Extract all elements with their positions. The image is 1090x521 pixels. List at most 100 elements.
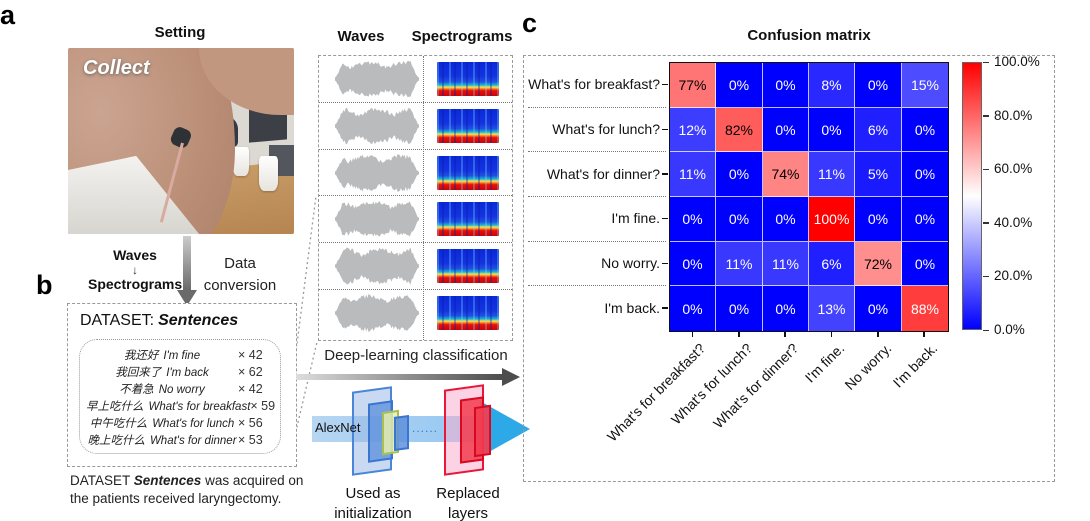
matrix-cell: 0% [670,197,716,242]
matrix-cell: 5% [855,152,902,197]
deep-learning-label: Deep-learning classification [324,347,508,364]
sentence-text: 不着急 No worry [86,380,238,398]
media-row [319,290,512,337]
matrix-cell: 0% [716,63,763,108]
caption-emphasis: Sentences [133,473,202,488]
data-conversion-arrow-icon [177,236,197,306]
matrix-cell: 0% [902,242,948,286]
panel-b-label: b [36,270,53,300]
flow-spectrograms-text: Spectrograms [88,276,183,293]
matrix-cell: 0% [855,197,902,242]
media-row [319,150,512,197]
sentence-count: × 53 [238,433,263,447]
matrix-cell: 13% [809,286,855,331]
matrix-cell: 0% [716,152,763,197]
waves-to-spectrograms-label: Waves ↓ Spectrograms [88,247,183,293]
matrix-cell: 0% [902,108,948,152]
matrix-cell: 0% [855,63,902,108]
matrix-cell: 0% [716,286,763,331]
matrix-cell: 0% [809,108,855,152]
spectrogram-thumbnail [437,108,499,143]
column-separator [423,56,424,340]
matrix-cell: 0% [763,197,809,242]
flow-waves-text: Waves [113,247,157,263]
sentence-english: No worry [158,384,205,396]
confusion-matrix-title: Confusion matrix [747,27,871,44]
replaced-layers-label: Replaced layers [436,485,500,521]
colorbar [962,62,982,330]
sentence-text: 早上吃什么 What's for breakfast [86,397,250,415]
media-row [319,103,512,150]
spectrograms-column-header: Spectrograms [411,28,513,45]
sentence-english: What's for lunch [152,418,235,430]
confusion-matrix-heatmap: 77% 0% 0% 8% 0% 15% 12% 82% 0% 0% 6% 0% 11% 0% 74% 11% 5… [669,62,949,332]
down-arrow-icon: ↓ [132,262,138,277]
waves-spectrograms-box [318,55,513,341]
sentence-row: 中午吃什么 What's for lunch × 56 [86,414,272,431]
matrix-cell: 8% [809,63,855,108]
alexnet-blue-layer [394,414,409,452]
sentence-row: 我回来了 I'm back × 62 [86,363,272,380]
photo-paper-cup [233,146,249,177]
alexnet-red-layer [474,404,491,458]
matrix-cell: 11% [809,152,855,197]
matrix-cell: 72% [855,242,902,286]
classification-arrow-icon [296,368,520,386]
matrix-cell: 74% [763,152,809,197]
panel-c-label: c [522,8,538,38]
panel-a-label: a [0,0,16,30]
matrix-cell: 0% [670,242,716,286]
waves-column-header: Waves [337,28,385,45]
matrix-cell: 6% [809,242,855,286]
matrix-cell: 12% [670,108,716,152]
sentence-chinese: 中午吃什么 [89,416,148,430]
waveform-thumbnail [335,107,419,150]
waveform-thumbnail [335,60,419,103]
media-row [319,243,512,290]
photo-paper-cup [258,155,279,192]
confusion-matrix-box [523,55,1055,482]
used-as-initialization-label: Used as initialization [334,485,412,521]
sentence-count: × 42 [238,348,263,362]
sentence-count: × 62 [238,365,263,379]
spectrogram-thumbnail [437,155,499,190]
collection-photo: Collect [68,48,294,234]
waveform-thumbnail [335,293,419,337]
spectrogram-thumbnail [437,249,499,284]
matrix-cell: 100% [809,197,855,242]
sentence-row: 我还好 I'm fine × 42 [86,346,272,363]
sentence-text: 我还好 I'm fine [86,346,238,364]
dataset-box: DATASET: Sentences 我还好 I'm fine × 42 我回来了 I'm… [67,303,297,467]
spectrogram-thumbnail [437,202,499,237]
sentence-count: × 59 [250,399,276,413]
spectrogram-thumbnail [437,62,499,96]
setting-title: Setting [154,24,206,41]
matrix-cell: 88% [902,286,948,331]
matrix-cell: 0% [716,197,763,242]
matrix-cell: 11% [670,152,716,197]
dataset-caption: DATASET Sentences was acquired on the pa… [70,472,324,507]
sentence-chinese: 我回来了 [115,365,162,379]
matrix-cell: 11% [716,242,763,286]
matrix-cell: 0% [855,286,902,331]
dataset-heading-prefix: DATASET: [80,312,155,329]
alexnet-diagram: ...... AlexNet [312,384,530,483]
data-conversion-label: Data conversion [203,255,277,294]
sentence-list-box: 我还好 I'm fine × 42 我回来了 I'm back × 62 不着急 No wor… [79,339,281,454]
collect-overlay-label: Collect [83,57,150,79]
matrix-cell: 11% [763,242,809,286]
waveform-thumbnail [335,200,419,243]
media-row [319,56,512,103]
caption-prefix: DATASET [70,473,134,488]
matrix-cell: 0% [670,286,716,331]
media-rows [319,56,512,337]
sentence-chinese: 我还好 [123,348,159,362]
sentence-chinese: 不着急 [119,382,154,396]
alexnet-ellipsis: ...... [412,421,439,435]
media-row [319,196,512,244]
matrix-cell: 82% [716,108,763,152]
sentence-text: 晚上吃什么 What's for dinner [86,431,238,449]
matrix-cell: 15% [902,63,948,108]
caption-suffix: was acquired on the patients received la… [70,473,304,506]
